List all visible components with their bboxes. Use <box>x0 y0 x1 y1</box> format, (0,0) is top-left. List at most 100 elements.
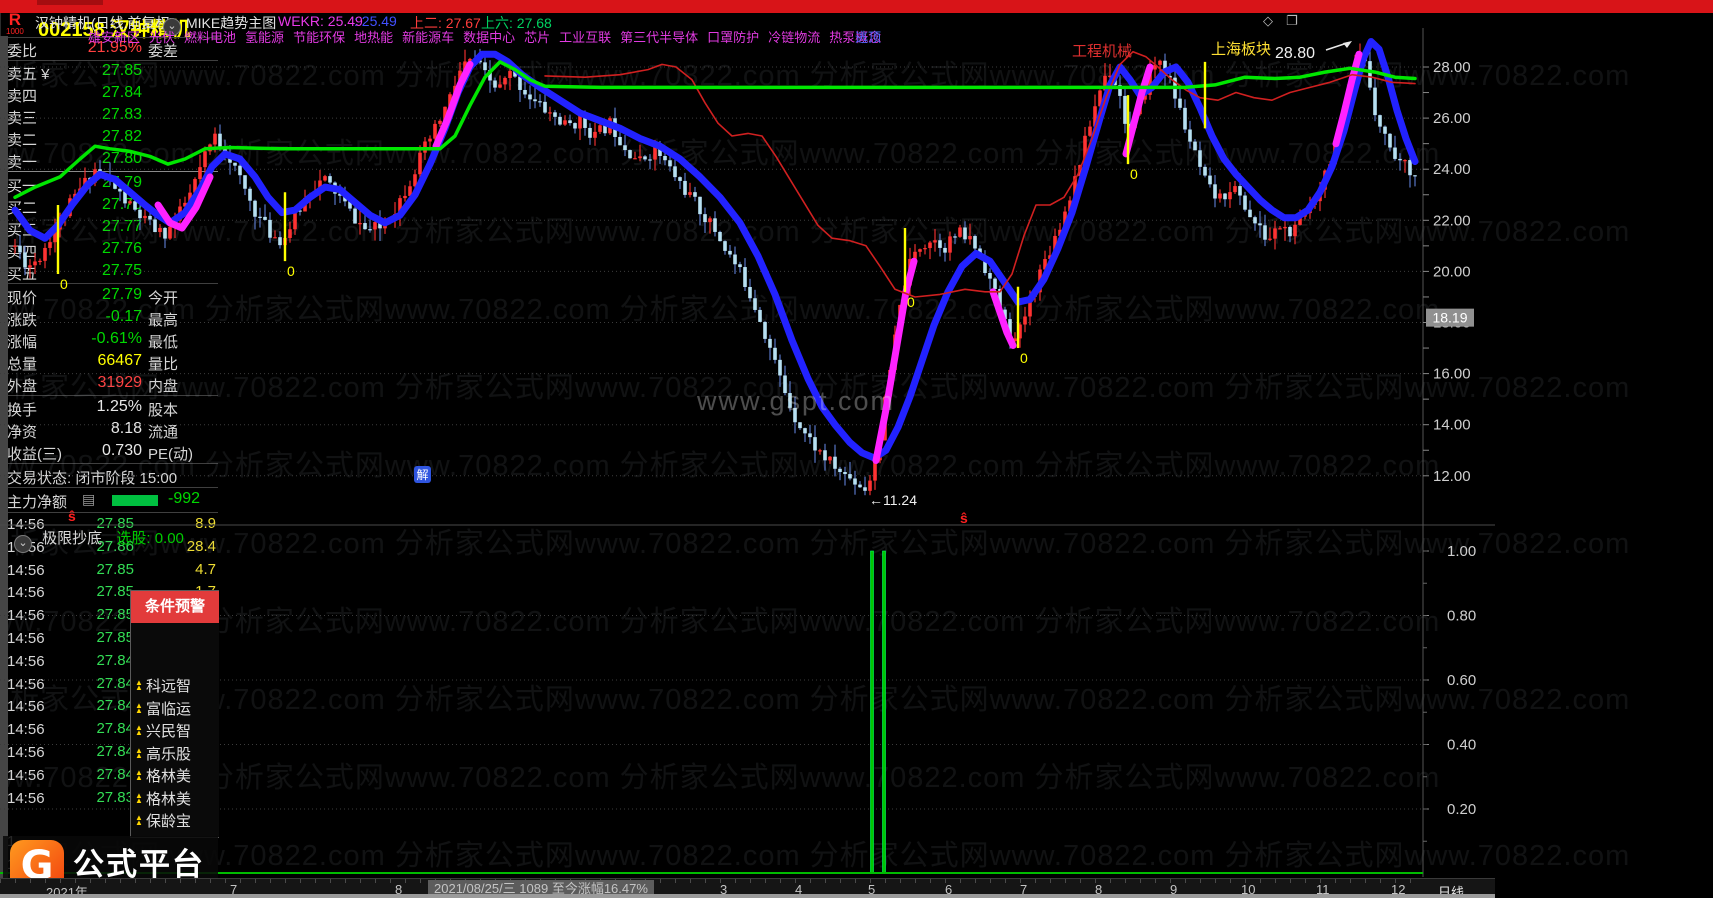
info-value: 31929 <box>97 374 143 391</box>
tick-row[interactable]: 14:56 27.84 <box>0 719 218 741</box>
left-edge-strip <box>0 36 8 878</box>
chevron-down-icon[interactable]: ⌄ <box>14 535 32 553</box>
ask-row[interactable]: 卖五 ¥ 27.85 <box>0 61 218 83</box>
alert-stock-name: 富临运 <box>146 700 192 718</box>
concept-tag[interactable]: 节能环保 <box>293 30 346 45</box>
concept-tags: 雄安新区 光伏 燃料电池 氢能源 节能环保 地热能 新能源车 数据中心 芯片 工业互联 第三代半导体… <box>88 27 890 46</box>
tick-row[interactable]: 14:56 27.84 <box>0 651 218 673</box>
tick-row[interactable]: 14:56 27.85 <box>0 605 218 627</box>
shang2-value: 上二: 27.67 <box>410 15 481 31</box>
wekr-value-2: : 25.49 <box>354 13 397 29</box>
axis-month-label: 12 <box>1391 882 1406 897</box>
ask-row[interactable]: 卖二 27.82 <box>0 127 218 149</box>
main-chart-svg[interactable]: 0 0 0 0 0 工程机械 上海板块 28.80 ←11.24 解 ŝ ŝ 28.00 26.00 24.… <box>0 0 1495 878</box>
info-row[interactable]: 总量 66467 量比 <box>0 351 218 373</box>
axis-month-label: 8 <box>395 882 403 897</box>
trade-status-row[interactable]: 交易状态: 闭市阶段 15:00 <box>0 465 218 487</box>
info-label: 换手 <box>7 402 38 419</box>
ask-label: 卖二 <box>7 132 38 149</box>
tick-price: 27.83 <box>96 788 134 806</box>
info-label: 净资 <box>7 424 38 441</box>
ask-label: 卖五 ¥ <box>7 66 50 83</box>
info-row[interactable]: 涨幅 -0.61% 最低 <box>0 329 218 351</box>
concept-tag[interactable]: 新能源车 <box>402 30 455 45</box>
concept-tag[interactable]: 工业互联 <box>559 30 612 45</box>
tick-time: 14:56 <box>7 584 45 602</box>
concept-tag[interactable]: 雄安新区 <box>88 30 141 45</box>
indicator-spike <box>882 550 886 874</box>
alert-stock-row[interactable]: ▲ ▲ 高乐股 <box>135 743 219 765</box>
main-net-row[interactable]: 主力净额 ▤ -992 <box>0 489 218 511</box>
info-row[interactable]: 净资 8.18 流通 <box>0 419 218 441</box>
tick-row[interactable]: 14:56 27.85 4.7 <box>0 560 218 582</box>
concept-tag[interactable]: 热泵概念 <box>829 30 882 45</box>
concept-tag[interactable]: 燃料电池 <box>184 30 237 45</box>
indicator-axis-label: 0.40 <box>1447 737 1476 754</box>
panel-restore-icon[interactable]: ◇ <box>1263 13 1273 28</box>
weibi-row[interactable]: 委比 21.95% 委差 <box>0 38 218 60</box>
ask-label: 卖三 <box>7 110 38 127</box>
collapse-circle-icon[interactable]: ⌄ <box>163 13 187 36</box>
main-net-label: 主力净额 <box>7 494 68 511</box>
bid-price: 27.78 <box>101 196 142 213</box>
panel-split-icon[interactable]: ❐ <box>1286 13 1298 28</box>
tick-volume: 28.4 <box>186 537 216 555</box>
sidebar-separator <box>0 512 218 513</box>
tick-row[interactable]: 14:56 27.84 <box>0 742 218 764</box>
tick-row[interactable]: 14:56 27.83 <box>0 788 218 810</box>
concept-tag[interactable]: 光伏 <box>149 30 176 45</box>
bid-price: 27.77 <box>101 218 142 235</box>
alert-stock-name: 格林美 <box>146 790 192 808</box>
alert-stock-row[interactable]: ▲ ▲ 富临运 <box>135 698 219 720</box>
sidebar-separator <box>0 60 218 61</box>
info-value: 27.79 <box>101 286 142 303</box>
list-icon[interactable]: ▤ <box>82 491 96 507</box>
weibi-value: 21.95% <box>87 39 142 56</box>
concept-tag[interactable]: 地热能 <box>354 30 394 45</box>
title-red-tab <box>37 0 103 5</box>
alert-stock-row[interactable]: ▲ ▲ 科远智 <box>135 675 219 697</box>
info-row[interactable]: 现价 27.79 今开 <box>0 285 218 307</box>
tick-time: 14:56 <box>7 698 45 716</box>
margin-r-badge: R 1000 <box>6 10 24 36</box>
alert-stock-name: 科远智 <box>146 678 192 695</box>
info-row[interactable]: 涨跌 -0.17 最高 <box>0 307 218 329</box>
indicator-title[interactable]: MIKE趋势主图 <box>186 15 277 31</box>
concept-tag[interactable]: 氢能源 <box>245 30 285 45</box>
ask-row[interactable]: 卖三 27.83 <box>0 105 218 127</box>
alert-stock-row[interactable]: ▲ ▲ 格林美 <box>135 788 219 810</box>
quote-header[interactable]: R 1000 002158 汉钟精机 <box>0 10 218 41</box>
tick-row[interactable]: 14:56 27.84 <box>0 765 218 787</box>
sub-indicator-header: ⌄ 极限抄底 选股: 0.00 <box>14 527 184 553</box>
ask-row[interactable]: 卖一 27.80 <box>0 149 218 171</box>
tick-row[interactable]: 14:56 27.85 8.9 <box>0 514 218 536</box>
alert-stock-row[interactable]: ▲ ▲ 保龄宝 <box>135 810 219 832</box>
tick-row[interactable]: 14:56 27.85 <box>0 628 218 650</box>
concept-tag[interactable]: 数据中心 <box>463 30 516 45</box>
tick-row[interactable]: 14:56 27.84 <box>0 696 218 718</box>
stock-code-name[interactable]: 002158 汉钟精机 <box>38 19 191 41</box>
info-label2: 流通 <box>148 424 179 441</box>
info-label: 外盘 <box>7 378 38 395</box>
info-row[interactable]: 外盘 31929 内盘 <box>0 373 218 395</box>
alert-stock-row[interactable]: ▲ ▲ 兴民智 <box>135 720 219 742</box>
price-axis-label: 26.00 <box>1433 110 1471 127</box>
time-axis-bar[interactable]: 2021年 7 8 3 4 5 6 7 8 9 10 11 12 2021/08/25/三 1089 至今… <box>0 878 1495 898</box>
sub-indicator-name[interactable]: 极限抄底 <box>42 530 103 547</box>
alert-stock-name: 兴民智 <box>146 723 192 740</box>
concept-tag[interactable]: 冷链物流 <box>768 30 821 45</box>
info-label2: 内盘 <box>148 378 179 395</box>
concept-tag[interactable]: 口罩防护 <box>707 30 760 45</box>
info-value: 8.18 <box>110 420 142 437</box>
info-row[interactable]: 换手 1.25% 股本 <box>0 397 218 419</box>
escape-tag[interactable]: 逃顶 <box>855 30 882 45</box>
ask-label: 卖四 <box>7 88 38 105</box>
info-row[interactable]: 收益(三) 0.730 PE(动) <box>0 441 218 463</box>
chevron-down-icon: ⌄ <box>163 18 181 36</box>
concept-tag[interactable]: 第三代半导体 <box>620 30 699 45</box>
svg-text:18.19: 18.19 <box>1432 310 1467 326</box>
alert-popup[interactable]: 条件预警 ▲ ▲ 科远智 ▲ ▲ 富临运 ▲ ▲ 兴民智 ▲ ▲ 高乐股 ▲ ▲ 格林美 ▲ ▲ 格林美 ▲ ▲ 保龄宝 <box>130 590 219 838</box>
ask-row[interactable]: 卖四 27.84 <box>0 83 218 105</box>
alert-stock-row[interactable]: ▲ ▲ 格林美 <box>135 765 219 787</box>
concept-tag[interactable]: 芯片 <box>524 30 551 45</box>
